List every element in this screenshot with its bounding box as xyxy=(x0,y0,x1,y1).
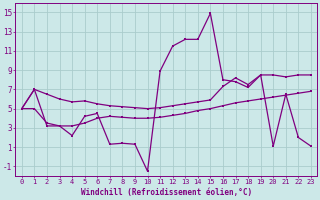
X-axis label: Windchill (Refroidissement éolien,°C): Windchill (Refroidissement éolien,°C) xyxy=(81,188,252,197)
